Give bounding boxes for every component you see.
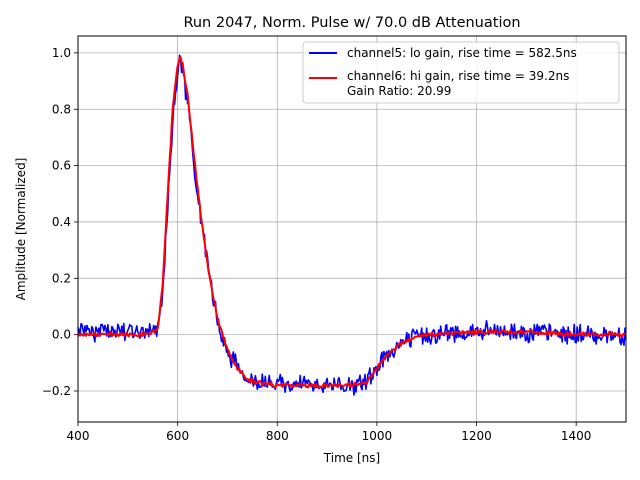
y-tick-label: 1.0 xyxy=(52,46,71,60)
plot-frame xyxy=(77,35,627,423)
legend-gain-ratio: Gain Ratio: 20.99 xyxy=(347,84,451,98)
y-tick-label: 0.8 xyxy=(52,102,71,116)
axis-ticks: 400 600 800 1000 1200 1400 −0.2 0.0 0.2 0.4 0.6 0.8… xyxy=(42,46,592,443)
x-tick-label: 800 xyxy=(266,429,289,443)
legend: channel5: lo gain, rise time = 582.5ns c… xyxy=(302,41,620,104)
y-tick-label: 0.2 xyxy=(52,271,71,285)
y-axis-label: Amplitude [Normalized] xyxy=(14,158,28,301)
y-tick-label: 0.0 xyxy=(52,328,71,342)
x-tick-label: 400 xyxy=(67,429,90,443)
grid xyxy=(77,36,626,422)
y-tick-label: 0.4 xyxy=(52,215,71,229)
x-tick-label: 600 xyxy=(166,429,189,443)
y-tick-label: 0.6 xyxy=(52,159,71,173)
chart-title: Run 2047, Norm. Pulse w/ 70.0 dB Attenua… xyxy=(183,15,520,31)
series-layer xyxy=(78,54,626,396)
legend-label-channel6: channel6: hi gain, rise time = 39.2ns xyxy=(347,69,569,83)
x-tick-label: 1400 xyxy=(561,429,592,443)
plot-area xyxy=(78,54,626,396)
x-tick-label: 1200 xyxy=(461,429,492,443)
legend-label-channel5: channel5: lo gain, rise time = 582.5ns xyxy=(347,46,577,60)
y-tick-label: −0.2 xyxy=(42,384,71,398)
legend-box xyxy=(302,41,620,104)
series-line-channel6 xyxy=(78,56,626,389)
x-axis-label: Time [ns] xyxy=(323,451,380,465)
x-tick-label: 1000 xyxy=(362,429,393,443)
